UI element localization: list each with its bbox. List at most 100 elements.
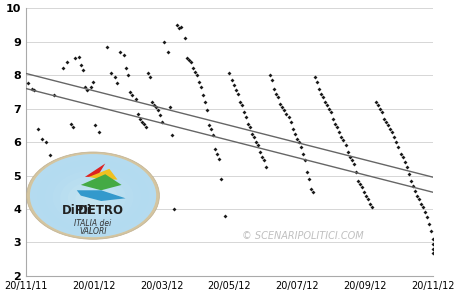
Point xyxy=(24,81,32,86)
Point xyxy=(348,158,355,163)
Point xyxy=(295,140,302,145)
Point xyxy=(177,24,184,29)
Point xyxy=(203,108,211,113)
Point xyxy=(405,171,412,176)
Point xyxy=(307,186,314,191)
Point xyxy=(305,176,313,181)
Point xyxy=(169,133,176,138)
Point xyxy=(138,120,146,124)
Point xyxy=(425,222,433,227)
Point xyxy=(199,93,207,98)
Point xyxy=(47,153,54,158)
Point xyxy=(100,156,107,161)
Point xyxy=(242,114,249,119)
Point xyxy=(173,22,180,27)
Point xyxy=(236,99,243,104)
Point xyxy=(372,99,380,104)
Point xyxy=(403,165,410,170)
Point xyxy=(112,74,119,79)
Point xyxy=(39,136,46,141)
Point xyxy=(191,69,199,74)
Point xyxy=(338,135,345,140)
Point xyxy=(285,114,292,119)
Point xyxy=(430,250,437,255)
Point xyxy=(136,116,144,121)
Point xyxy=(328,109,335,114)
Point xyxy=(183,56,190,61)
Point xyxy=(283,111,290,116)
Point xyxy=(385,123,392,128)
Circle shape xyxy=(30,154,156,237)
Point xyxy=(216,156,223,161)
Circle shape xyxy=(60,176,126,219)
Point xyxy=(430,247,437,252)
Point xyxy=(301,158,308,163)
Point xyxy=(124,73,131,78)
Point xyxy=(421,210,429,215)
Point xyxy=(28,86,36,91)
Point xyxy=(311,74,319,79)
Point xyxy=(146,74,154,79)
Point xyxy=(289,126,296,131)
Point xyxy=(165,49,172,54)
Point xyxy=(330,116,337,121)
Point xyxy=(397,151,404,156)
Point xyxy=(43,140,50,145)
Point xyxy=(352,170,359,175)
Text: © SCENARIPOLITICI.COM: © SCENARIPOLITICI.COM xyxy=(242,231,364,241)
Point xyxy=(167,104,174,109)
Circle shape xyxy=(30,154,156,237)
Point xyxy=(108,71,115,76)
Point xyxy=(238,103,246,108)
Point xyxy=(91,123,99,128)
Point xyxy=(287,120,294,124)
Point xyxy=(271,86,278,91)
Point xyxy=(319,94,327,99)
Point xyxy=(407,178,414,183)
Point xyxy=(334,125,341,130)
Point xyxy=(413,193,420,198)
Point xyxy=(423,215,431,220)
Point xyxy=(383,120,390,124)
Point xyxy=(336,130,343,135)
Point xyxy=(291,131,298,136)
Point xyxy=(393,140,400,145)
Point xyxy=(417,202,425,206)
Point xyxy=(340,138,347,143)
Point xyxy=(386,126,394,131)
Text: ITALIA dei: ITALIA dei xyxy=(74,219,112,228)
Point xyxy=(256,150,263,155)
Point xyxy=(209,133,217,138)
Point xyxy=(279,104,286,109)
Point xyxy=(181,36,188,41)
Point xyxy=(142,125,150,130)
Point xyxy=(293,136,300,141)
Point xyxy=(299,151,307,156)
Point xyxy=(267,73,274,78)
Point xyxy=(362,193,369,198)
Circle shape xyxy=(27,152,159,239)
Point xyxy=(234,91,241,96)
Point xyxy=(274,94,282,99)
Point xyxy=(375,103,382,108)
Point xyxy=(90,79,97,84)
Point xyxy=(258,155,266,160)
Text: Di: Di xyxy=(78,204,92,217)
Polygon shape xyxy=(81,174,122,190)
Point xyxy=(379,109,386,114)
Point xyxy=(360,190,368,195)
Circle shape xyxy=(83,193,103,206)
Point xyxy=(309,190,317,195)
Point xyxy=(303,170,311,175)
Point xyxy=(83,88,90,93)
Point xyxy=(79,68,87,73)
Point xyxy=(212,146,219,151)
Point xyxy=(207,126,215,131)
Point xyxy=(325,106,333,111)
Point xyxy=(252,140,260,145)
Point xyxy=(399,155,406,160)
Point xyxy=(419,205,426,210)
Point xyxy=(356,181,364,186)
Point xyxy=(376,106,384,111)
Point xyxy=(344,150,351,155)
